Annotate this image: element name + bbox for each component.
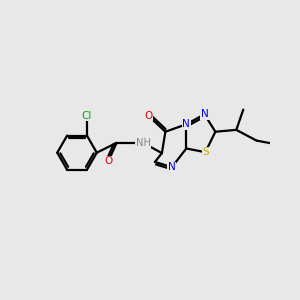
Text: N: N <box>182 119 190 129</box>
Text: O: O <box>104 156 112 166</box>
Text: Cl: Cl <box>82 111 92 121</box>
Text: S: S <box>202 147 209 157</box>
Text: N: N <box>168 162 176 172</box>
Text: N: N <box>201 109 208 119</box>
Text: NH: NH <box>136 138 151 148</box>
Text: O: O <box>145 111 153 121</box>
